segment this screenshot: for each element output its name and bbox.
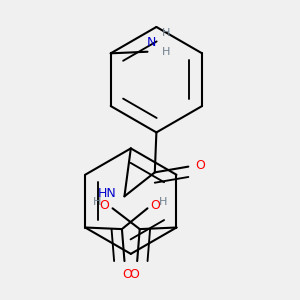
Text: HN: HN xyxy=(98,187,116,200)
Text: O: O xyxy=(100,199,110,212)
Text: N: N xyxy=(147,36,156,49)
Text: H: H xyxy=(159,197,168,207)
Text: H: H xyxy=(162,47,170,57)
Text: H: H xyxy=(162,28,170,38)
Text: O: O xyxy=(151,199,160,212)
Text: O: O xyxy=(195,159,205,172)
Text: H: H xyxy=(93,197,101,207)
Text: O: O xyxy=(122,268,132,281)
Text: O: O xyxy=(130,268,140,281)
